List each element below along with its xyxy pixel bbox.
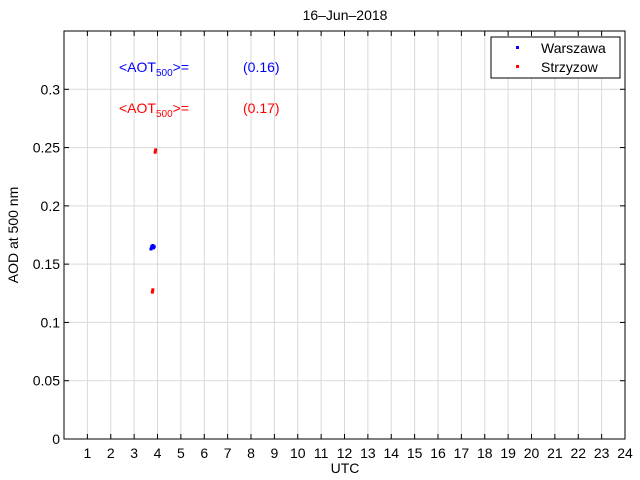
y-tick-label: 0.15 — [33, 256, 60, 272]
x-tick-label: 6 — [200, 445, 208, 461]
annotation-strzyzow-value: (0.17) — [243, 100, 280, 116]
x-tick-label: 18 — [477, 445, 493, 461]
data-point-warszawa — [152, 245, 156, 249]
data-points — [149, 148, 158, 294]
x-tick-label: 13 — [360, 445, 376, 461]
annotation-warszawa-label: <AOT500>= — [119, 59, 189, 79]
data-point-strzyzow — [154, 148, 158, 152]
annotation-strzyzow-label: <AOT500>= — [119, 100, 189, 120]
x-tick-label: 22 — [570, 445, 586, 461]
data-point-strzyzow — [150, 290, 154, 294]
chart-title: 16–Jun–2018 — [303, 7, 388, 23]
x-tick-label: 1 — [83, 445, 91, 461]
y-tick-labels: 0 0.05 0.1 0.15 0.2 0.25 0.3 — [33, 81, 60, 447]
y-tick-label: 0.2 — [41, 198, 61, 214]
legend-label-warszawa: Warszawa — [541, 40, 606, 56]
y-tick-label: 0.25 — [33, 140, 60, 156]
x-tick-label: 24 — [617, 445, 633, 461]
x-tick-label: 11 — [314, 445, 329, 461]
x-tick-label: 5 — [177, 445, 185, 461]
annotation-warszawa-value: (0.16) — [243, 59, 280, 75]
grid-lines — [64, 31, 625, 439]
x-tick-label: 20 — [524, 445, 540, 461]
x-tick-label: 4 — [154, 445, 162, 461]
legend: Warszawa Strzyzow — [490, 36, 621, 79]
x-tick-label: 15 — [407, 445, 423, 461]
x-tick-label: 23 — [594, 445, 610, 461]
data-point-strzyzow — [151, 288, 155, 292]
x-axis-label: UTC — [331, 460, 360, 476]
x-tick-label: 3 — [130, 445, 138, 461]
legend-marker-warszawa — [516, 46, 519, 49]
x-tick-label: 9 — [270, 445, 278, 461]
x-tick-label: 14 — [383, 445, 399, 461]
x-tick-label: 10 — [290, 445, 306, 461]
data-point-strzyzow — [153, 150, 157, 154]
y-tick-label: 0 — [52, 431, 60, 447]
y-tick-label: 0.05 — [33, 373, 60, 389]
x-tick-label: 19 — [500, 445, 516, 461]
x-tick-label: 12 — [337, 445, 353, 461]
axis-ticks — [64, 31, 626, 440]
x-tick-label: 16 — [430, 445, 446, 461]
legend-label-strzyzow: Strzyzow — [541, 59, 599, 75]
legend-box — [490, 36, 621, 79]
x-tick-label: 2 — [107, 445, 115, 461]
legend-marker-strzyzow — [516, 65, 519, 68]
x-tick-label: 17 — [454, 445, 470, 461]
y-tick-label: 0.3 — [41, 81, 61, 97]
y-axis-label: AOD at 500 nm — [5, 187, 21, 284]
y-tick-label: 0.1 — [41, 314, 61, 330]
x-tick-labels: 1 2 3 4 5 6 7 8 9 10 11 12 13 14 15 16 17 18 19 20 21 22 23 24 — [83, 445, 633, 461]
x-tick-label: 7 — [224, 445, 232, 461]
x-tick-label: 8 — [247, 445, 255, 461]
x-tick-label: 21 — [547, 445, 563, 461]
